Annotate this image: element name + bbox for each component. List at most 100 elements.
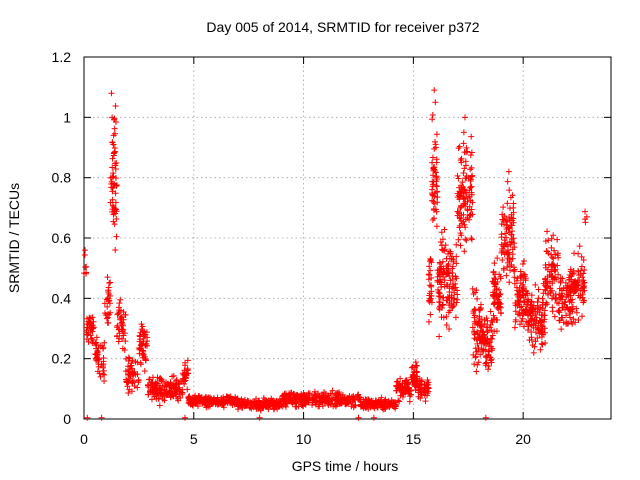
- data-point: [430, 172, 437, 179]
- data-point: [511, 324, 518, 331]
- data-point: [256, 414, 263, 421]
- data-point: [302, 397, 309, 404]
- data-point: [525, 326, 532, 333]
- data-point: [389, 402, 396, 409]
- data-point: [463, 173, 470, 180]
- data-point: [558, 292, 565, 299]
- data-point: [454, 172, 461, 179]
- data-point: [409, 371, 416, 378]
- data-point: [276, 402, 283, 409]
- data-point: [105, 287, 112, 294]
- data-point: [528, 321, 535, 328]
- data-point: [433, 223, 440, 230]
- data-point: [541, 329, 548, 336]
- data-point: [510, 215, 517, 222]
- data-point: [569, 303, 576, 310]
- data-point: [401, 388, 408, 395]
- data-point: [566, 276, 573, 283]
- data-point: [504, 178, 511, 185]
- data-point: [433, 182, 440, 189]
- data-point: [268, 398, 275, 405]
- data-point: [481, 332, 488, 339]
- data-point: [556, 307, 563, 314]
- data-point: [426, 263, 433, 270]
- data-point: [144, 382, 151, 389]
- data-point: [579, 313, 586, 320]
- data-point: [486, 324, 493, 331]
- data-point: [528, 292, 535, 299]
- data-point: [377, 399, 384, 406]
- data-point: [415, 387, 422, 394]
- data-point: [329, 397, 336, 404]
- y-tick-label: 0.6: [52, 230, 72, 246]
- data-point: [427, 267, 434, 274]
- data-point: [349, 393, 356, 400]
- data-point: [569, 270, 576, 277]
- data-point: [153, 395, 160, 402]
- data-point: [169, 381, 176, 388]
- data-point: [477, 306, 484, 313]
- data-point: [280, 392, 287, 399]
- data-point: [286, 397, 293, 404]
- data-point: [550, 255, 557, 262]
- data-point: [280, 396, 287, 403]
- data-point: [154, 374, 161, 381]
- data-point: [581, 267, 588, 274]
- data-point: [486, 339, 493, 346]
- data-point: [145, 391, 152, 398]
- data-point: [534, 302, 541, 309]
- data-point: [478, 346, 485, 353]
- data-point: [441, 226, 448, 233]
- data-point: [548, 235, 555, 242]
- data-point: [527, 301, 534, 308]
- data-point: [467, 166, 474, 173]
- data-point: [129, 379, 136, 386]
- data-point: [551, 313, 558, 320]
- data-point: [123, 378, 130, 385]
- data-point: [106, 300, 113, 307]
- data-point: [136, 344, 143, 351]
- data-point: [499, 216, 506, 223]
- data-point: [467, 174, 474, 181]
- data-point: [470, 291, 477, 298]
- data-point: [135, 377, 142, 384]
- data-point: [488, 327, 495, 334]
- data-point: [453, 260, 460, 267]
- data-point: [429, 192, 436, 199]
- data-point: [549, 254, 556, 261]
- data-point: [106, 280, 113, 287]
- data-point: [110, 132, 117, 139]
- data-point: [450, 301, 457, 308]
- data-point: [489, 319, 496, 326]
- data-point: [554, 236, 561, 243]
- data-point: [581, 297, 588, 304]
- data-point: [100, 371, 107, 378]
- data-point: [334, 390, 341, 397]
- y-tick-label: 1: [63, 109, 71, 125]
- data-point: [112, 174, 119, 181]
- data-point: [468, 236, 475, 243]
- data-point: [446, 325, 453, 332]
- data-point: [116, 335, 123, 342]
- data-point: [185, 400, 192, 407]
- data-point: [479, 339, 486, 346]
- data-point: [94, 354, 101, 361]
- data-point: [506, 263, 513, 270]
- data-point: [474, 340, 481, 347]
- data-point: [302, 393, 309, 400]
- data-point: [497, 300, 504, 307]
- data-point: [437, 266, 444, 273]
- data-point: [92, 340, 99, 347]
- data-point: [147, 388, 154, 395]
- data-point: [496, 303, 503, 310]
- data-point: [438, 283, 445, 290]
- data-point: [428, 259, 435, 266]
- data-point: [517, 280, 524, 287]
- data-point: [434, 188, 441, 195]
- data-point: [83, 269, 90, 276]
- data-point: [498, 221, 505, 228]
- data-point: [456, 222, 463, 229]
- data-point: [535, 286, 542, 293]
- data-point: [434, 194, 441, 201]
- data-point: [457, 242, 464, 249]
